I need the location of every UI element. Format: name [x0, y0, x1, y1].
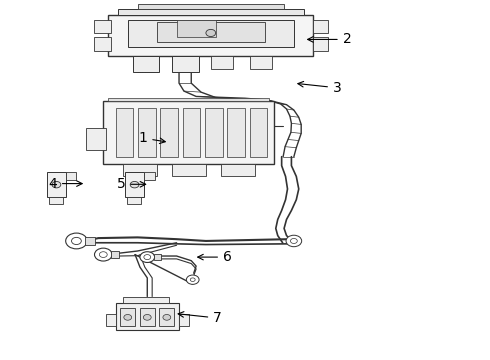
Bar: [123, 164, 157, 176]
Bar: [108, 98, 270, 101]
Bar: [116, 303, 179, 330]
Bar: [249, 108, 268, 157]
Bar: [314, 37, 328, 51]
Circle shape: [206, 30, 216, 37]
Text: 4: 4: [48, 177, 82, 190]
Bar: [49, 197, 63, 204]
Bar: [106, 314, 117, 326]
Bar: [116, 108, 133, 157]
Bar: [123, 297, 169, 303]
Text: 1: 1: [138, 131, 165, 145]
Bar: [125, 172, 144, 197]
Bar: [179, 314, 189, 326]
Bar: [172, 56, 198, 72]
Bar: [138, 108, 156, 157]
Bar: [108, 15, 314, 56]
Text: 5: 5: [117, 177, 146, 191]
Bar: [144, 172, 155, 180]
Bar: [220, 164, 255, 176]
Bar: [103, 101, 274, 164]
Bar: [154, 254, 161, 260]
Bar: [86, 128, 106, 149]
Circle shape: [186, 275, 199, 284]
Text: 6: 6: [197, 250, 232, 264]
Bar: [111, 251, 120, 258]
Circle shape: [140, 252, 155, 262]
Bar: [314, 21, 328, 33]
Bar: [159, 309, 174, 326]
Bar: [128, 21, 294, 47]
Text: 7: 7: [178, 311, 222, 325]
Bar: [133, 56, 159, 72]
Circle shape: [286, 235, 302, 247]
Bar: [211, 56, 233, 69]
Bar: [47, 172, 66, 197]
Text: 2: 2: [308, 32, 351, 46]
Bar: [160, 108, 178, 157]
Circle shape: [291, 238, 297, 243]
Bar: [183, 108, 200, 157]
Circle shape: [95, 248, 112, 261]
Bar: [140, 309, 155, 326]
Bar: [250, 56, 272, 69]
Bar: [94, 37, 111, 51]
Bar: [127, 197, 141, 204]
Circle shape: [99, 252, 107, 257]
Bar: [85, 237, 95, 245]
Bar: [66, 172, 76, 180]
Bar: [94, 21, 111, 33]
Circle shape: [72, 237, 81, 244]
Circle shape: [124, 315, 132, 320]
Bar: [172, 164, 206, 176]
Circle shape: [52, 181, 61, 188]
Text: 3: 3: [298, 81, 342, 95]
Bar: [157, 22, 265, 42]
Bar: [176, 21, 216, 37]
Bar: [118, 9, 304, 15]
Circle shape: [130, 181, 139, 188]
Bar: [227, 108, 245, 157]
Circle shape: [66, 233, 87, 249]
Circle shape: [190, 278, 195, 282]
Circle shape: [144, 315, 151, 320]
Bar: [205, 108, 222, 157]
Bar: [121, 309, 135, 326]
Circle shape: [163, 315, 171, 320]
Bar: [138, 4, 284, 9]
Circle shape: [144, 255, 151, 260]
